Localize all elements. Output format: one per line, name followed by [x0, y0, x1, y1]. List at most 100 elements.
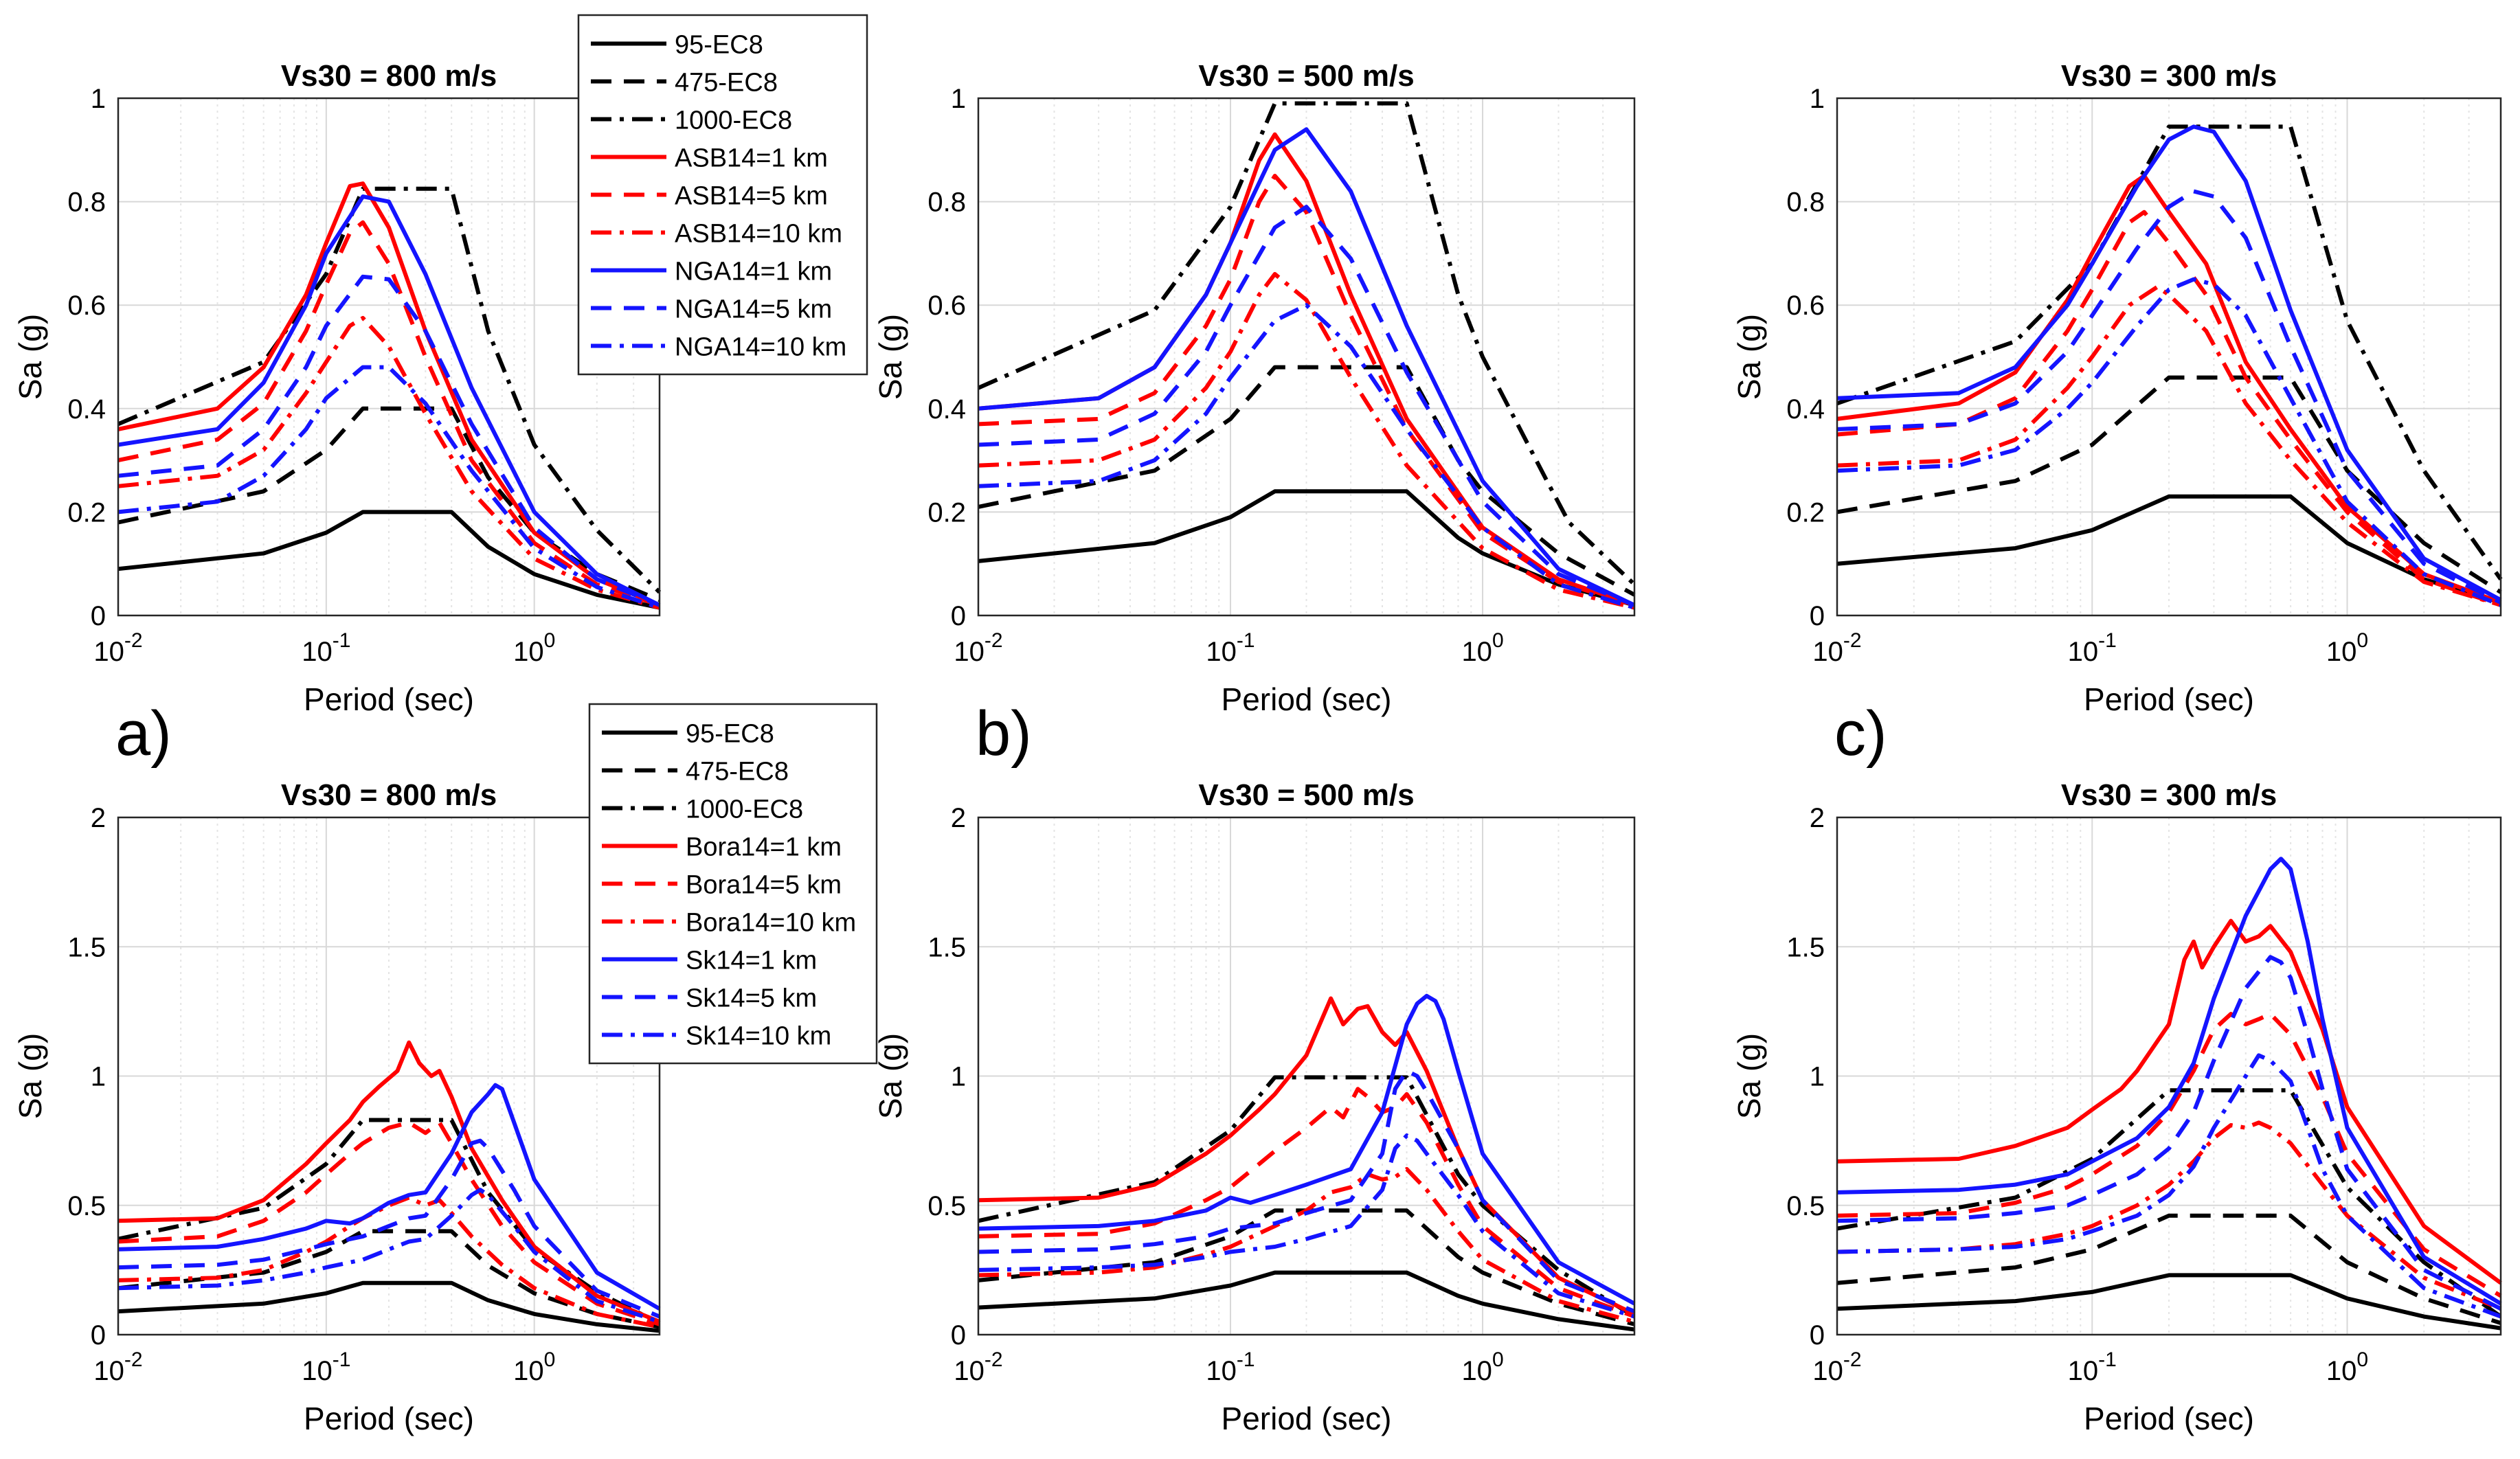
legend-entry: Sk14=10 km [686, 1022, 831, 1051]
chart-title: Vs30 = 800 m/s [281, 778, 497, 812]
series-asb14-5-km [117, 220, 660, 607]
legend-bottom: 95-EC8 475-EC8 1000-EC8 Bora14=1 km Bora14=5… [588, 703, 878, 1065]
y-tick-label: 0 [91, 601, 106, 631]
series-sk14-1-km [978, 993, 1636, 1306]
y-tick-label: 0.5 [927, 1191, 966, 1221]
plot-frame [977, 97, 1636, 617]
y-tick-label: 0.2 [1786, 497, 1825, 528]
legend-entry: ASB14=5 km [675, 182, 828, 211]
x-tick-label: 10-2 [1812, 1348, 1861, 1386]
series-95-ec8 [1836, 494, 2501, 605]
series-sk14-5-km [1836, 955, 2502, 1311]
series-asb14-10-km [117, 316, 660, 610]
y-axis-label: Sa (g) [1731, 1033, 1767, 1119]
y-tick-label: 1.5 [67, 932, 106, 962]
series-95-ec8 [117, 1280, 660, 1333]
y-tick-label: 0.8 [1786, 188, 1825, 218]
x-tick-label: 10-1 [302, 629, 350, 667]
legend-entry: ASB14=10 km [675, 220, 842, 249]
y-tick-label: 0.4 [67, 394, 106, 425]
x-tick-label: 10-1 [302, 1348, 350, 1386]
y-tick-label: 0.6 [67, 291, 106, 321]
panel-label-b: b) [976, 699, 1032, 769]
x-axis-label: Period (sec) [304, 1401, 474, 1436]
series-1000-ec8 [1836, 124, 2503, 581]
x-tick-label: 10-2 [1812, 629, 1861, 667]
series-1000-ec8 [978, 1075, 1636, 1319]
series-sk14-10-km [1836, 1053, 2502, 1319]
series-bora14-5-km [117, 1120, 660, 1326]
series-asb14-1-km [117, 181, 661, 607]
series-sk14-10-km [978, 1133, 1635, 1319]
series-sk14-1-km [117, 1083, 661, 1311]
y-tick-label: 1 [1810, 84, 1825, 114]
series-1000-ec8 [1836, 1088, 2502, 1319]
series-nga14-1-km [978, 127, 1636, 607]
legend-entry: 475-EC8 [686, 758, 789, 787]
legend-entry: 475-EC8 [675, 69, 778, 98]
chart-top-800: 0 0.2 0.4 0.6 0.8 1 10-2 10-1 100 Vs30 = 800 m/s P… [12, 59, 662, 717]
plot-frame [1836, 97, 2502, 617]
y-tick-label: 2 [1810, 803, 1825, 833]
x-tick-label: 10-1 [2068, 1348, 2117, 1386]
x-tick-label: 100 [513, 629, 555, 667]
series-475-ec8 [117, 1229, 660, 1329]
legend-entry: Bora14=10 km [686, 909, 856, 938]
legend-entry: Bora14=5 km [686, 871, 842, 900]
chart-title: Vs30 = 800 m/s [281, 59, 497, 93]
legend-entry: 1000-EC8 [686, 795, 803, 824]
series-asb14-10-km [1836, 284, 2501, 607]
series-sk14-5-km [117, 1138, 661, 1319]
chart-top-300: 0 0.2 0.4 0.6 0.8 1 10-2 10-1 100 Vs30 = 300 m/s P… [1731, 59, 2503, 717]
y-tick-label: 0.6 [1786, 291, 1825, 321]
series-1000-ec8 [977, 101, 1636, 586]
y-tick-label: 1.5 [927, 932, 966, 962]
y-tick-label: 0 [1810, 601, 1825, 631]
series-bora14-1-km [1836, 918, 2502, 1285]
series-475-ec8 [978, 365, 1636, 597]
y-tick-label: 0.5 [67, 1191, 106, 1221]
series-nga14-5-km [1836, 189, 2502, 604]
plot-frame [977, 816, 1636, 1336]
series-95-ec8 [117, 510, 660, 610]
series-sk14-1-km [1836, 857, 2502, 1306]
series-sk14-5-km [978, 1069, 1636, 1313]
legend-top: 95-EC8 475-EC8 1000-EC8 ASB14=1 km ASB14=5 k… [577, 14, 868, 376]
legend-entry: NGA14=10 km [675, 333, 846, 362]
y-tick-label: 1 [951, 84, 966, 114]
series-asb14-5-km [1836, 210, 2501, 607]
y-tick-label: 0.8 [67, 188, 106, 218]
legend-entry: NGA14=5 km [675, 295, 832, 324]
legend-entry: 1000-EC8 [675, 106, 792, 135]
y-tick-label: 0.4 [927, 394, 966, 425]
y-tick-label: 1 [1810, 1062, 1825, 1092]
y-axis-label: Sa (g) [12, 314, 48, 400]
x-tick-label: 100 [1461, 629, 1503, 667]
plot-frame [1836, 816, 2502, 1336]
legend-entry: 95-EC8 [675, 31, 763, 60]
series-asb14-5-km [978, 174, 1635, 607]
x-tick-label: 10-2 [954, 629, 1002, 667]
x-tick-label: 10-2 [954, 1348, 1002, 1386]
y-tick-label: 1 [951, 1062, 966, 1092]
chart-title: Vs30 = 300 m/s [2061, 59, 2277, 93]
y-tick-label: 1.5 [1786, 932, 1825, 962]
y-tick-label: 0 [1810, 1320, 1825, 1350]
legend-entry: ASB14=1 km [675, 144, 828, 173]
panel-label-c: c) [1834, 699, 1887, 769]
y-axis-label: Sa (g) [873, 314, 908, 400]
chart-top-500: 0 0.2 0.4 0.6 0.8 1 10-2 10-1 100 Vs30 = 500 m/s P… [873, 59, 1636, 717]
series-nga14-5-km [978, 205, 1636, 607]
series-nga14-1-km [117, 194, 661, 607]
x-tick-label: 100 [1461, 1348, 1503, 1386]
y-tick-label: 0.6 [927, 291, 966, 321]
chart-bottom-500: 0 0.5 1 1.5 2 10-2 10-1 100 Vs30 = 500 m/s Period… [873, 778, 1636, 1436]
y-tick-label: 1 [91, 84, 106, 114]
chart-bottom-800: 0 0.5 1 1.5 2 10-2 10-1 100 Vs30 = 800 m/s Period… [12, 778, 661, 1436]
series-asb14-10-km [978, 272, 1635, 610]
series-475-ec8 [978, 1208, 1635, 1326]
y-tick-label: 0.5 [1786, 1191, 1825, 1221]
series-nga14-10-km [1836, 277, 2502, 607]
chart-title: Vs30 = 500 m/s [1198, 778, 1414, 812]
